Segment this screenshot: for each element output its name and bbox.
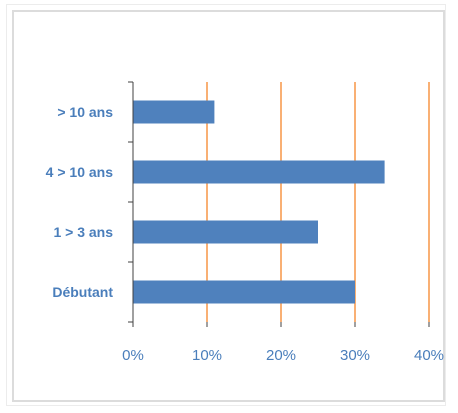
- x-tick-label: 0%: [122, 347, 144, 364]
- chart-frame-shadow: [6, 4, 446, 406]
- x-tick-label: 40%: [414, 347, 444, 364]
- category-label: 4 > 10 ans: [46, 164, 114, 180]
- x-tick-label: 20%: [266, 347, 296, 364]
- bar-0: [133, 100, 215, 124]
- category-label: > 10 ans: [57, 104, 113, 120]
- category-label: 1 > 3 ans: [53, 224, 113, 240]
- bar-3: [133, 280, 355, 304]
- x-tick-label: 10%: [192, 347, 222, 364]
- chart-frame: [12, 10, 445, 402]
- bar-2: [133, 220, 318, 244]
- bar-1: [133, 160, 385, 184]
- x-tick-label: 30%: [340, 347, 370, 364]
- category-label: Débutant: [52, 284, 113, 300]
